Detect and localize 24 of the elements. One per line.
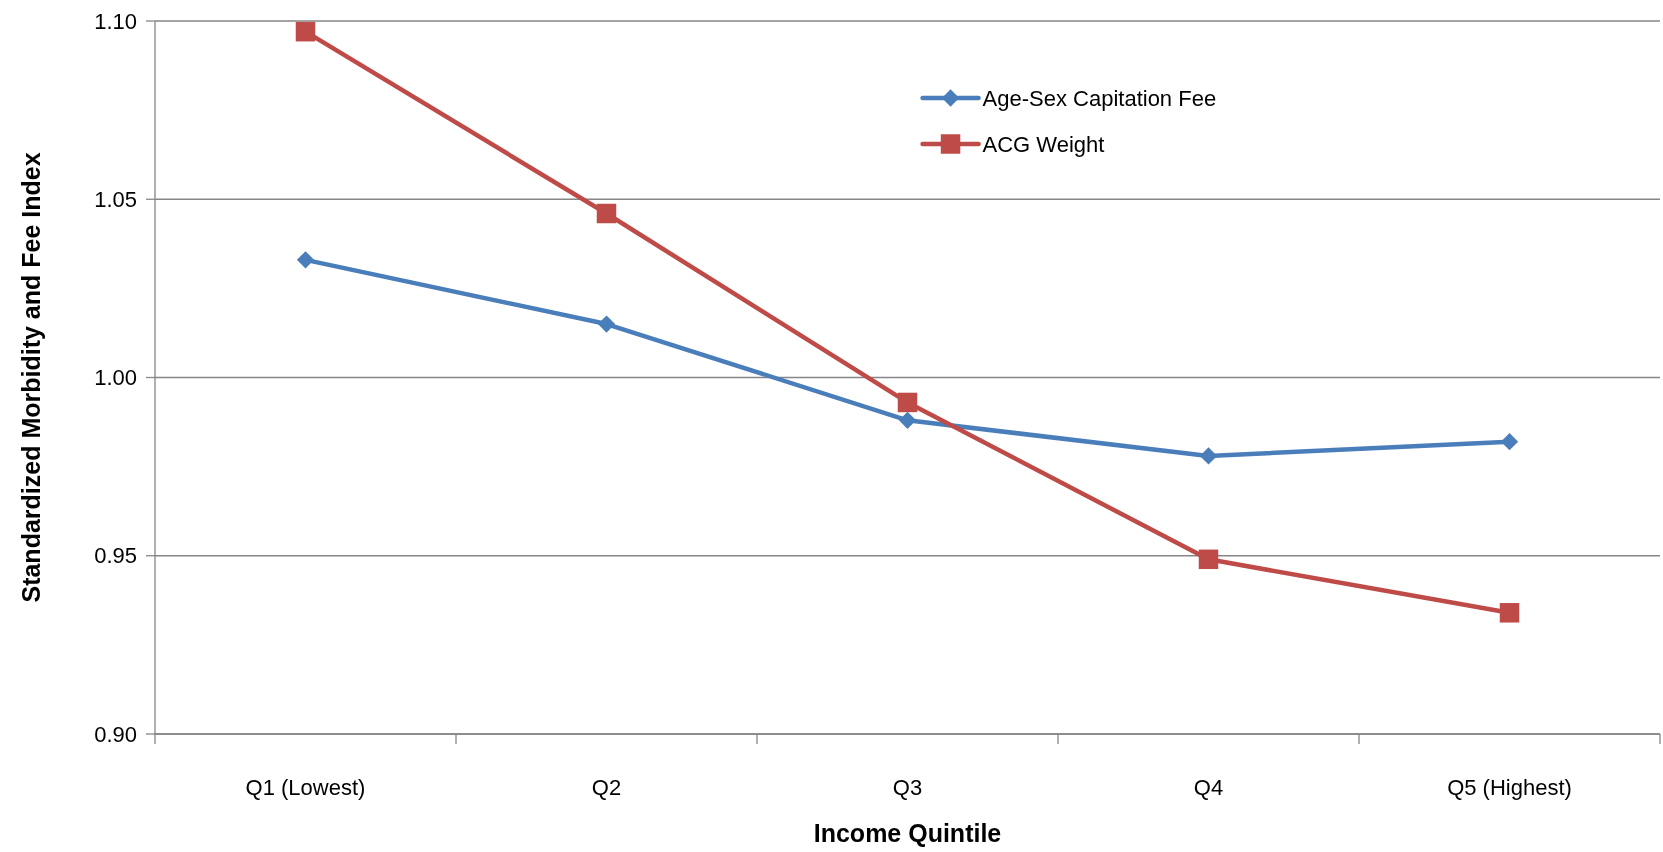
point — [296, 251, 315, 269]
x-tick-label: Q4 — [1193, 775, 1224, 800]
x-tick-label: Q5 (Highest) — [1447, 775, 1572, 800]
point — [597, 315, 616, 333]
point — [898, 411, 917, 429]
point — [1500, 433, 1519, 451]
point — [295, 21, 316, 42]
x-tick-label: Q1 (Lowest) — [245, 775, 366, 800]
point — [1499, 603, 1520, 623]
x-tick-label: Q3 — [892, 775, 923, 800]
legend-label: Age-Sex Capitation Fee — [982, 85, 1217, 111]
point — [897, 392, 918, 413]
y-axis-title: Standardized Morbidity and Fee Index — [17, 152, 45, 603]
x-axis-title: Income Quintile — [813, 819, 1002, 847]
legend-label: ACG Weight — [982, 131, 1105, 157]
y-tick-label: 1.00 — [94, 365, 137, 391]
y-tick-label: 0.90 — [94, 721, 137, 747]
y-tick-label: 1.05 — [94, 186, 137, 212]
point — [596, 203, 617, 224]
y-tick-label: 0.95 — [94, 543, 137, 569]
point — [1198, 549, 1219, 570]
y-tick-label: 1.10 — [94, 8, 137, 34]
point — [1199, 447, 1218, 465]
x-tick-label: Q2 — [591, 775, 622, 800]
